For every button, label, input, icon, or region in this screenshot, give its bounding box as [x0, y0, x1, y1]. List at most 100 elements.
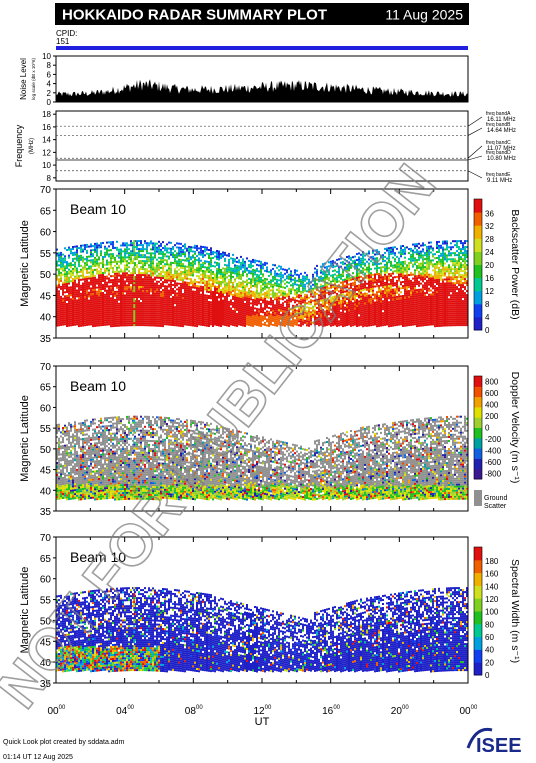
lat-ylabel: Magnetic Latitude: [19, 395, 31, 482]
lat-tick-label: 70: [40, 362, 52, 373]
colorbar-segment: [474, 611, 482, 625]
colorbar-segment: [474, 623, 482, 638]
colorbar-tick-label: 12: [485, 287, 494, 296]
noise-ylabel-unit: log scale (dB x 10^6): [31, 58, 36, 100]
lat-tick-label: 65: [40, 383, 52, 394]
x-axis-label: UT: [255, 716, 270, 728]
lat-tick-label: 60: [40, 403, 52, 414]
colorbar-label: Spectral Width (m s⁻¹): [509, 559, 521, 663]
cpid-value: 151: [56, 37, 70, 46]
beam-label: Beam 10: [70, 201, 126, 217]
freq-band-value: 9.11 MHz: [487, 178, 512, 184]
colorbar-segment: [474, 448, 482, 459]
freq-band-leader: [467, 170, 483, 179]
colorbar-tick-label: -600: [485, 458, 502, 467]
noise-tick-label: 10: [42, 52, 51, 61]
freq-frame: [55, 110, 469, 182]
lat-tick-label: 40: [40, 486, 52, 497]
freq-tick-label: 8: [47, 174, 52, 183]
colorbar-segment: [474, 572, 482, 586]
colorbar-tick-label: 60: [485, 633, 494, 642]
freq-ylabel-unit: (MHz): [29, 138, 35, 154]
colorbar-tick-label: 0: [485, 671, 490, 680]
lat-tick-label: 45: [40, 637, 52, 648]
lat-ylabel: Magnetic Latitude: [19, 220, 31, 307]
colorbar-tick-label: 180: [485, 557, 499, 566]
noise-tick-label: 0: [47, 98, 52, 107]
colorbar-tick-label: 400: [485, 401, 499, 410]
colorbar-tick-label: 24: [485, 248, 494, 257]
logo-text: ISEE: [476, 735, 522, 757]
lat-tick-label: 40: [40, 658, 52, 669]
x-tick-sup: 00: [196, 705, 203, 711]
freq-band-label: freq bandE: [486, 172, 511, 178]
x-tick-label: 20: [391, 706, 403, 717]
colorbar-tick-label: 20: [485, 261, 494, 270]
colorbar-tick-label: -200: [485, 435, 502, 444]
lat-tick-label: 70: [40, 533, 52, 544]
velocity-panel: 35 40 45 50 55 60 65 70 Magnetic Latitude Beam 10…: [19, 362, 521, 518]
lat-tick-label: 55: [40, 424, 52, 435]
lat-tick-label: 70: [40, 185, 52, 196]
colorbar-segment: [474, 251, 482, 265]
freq-band-value: 16.11 MHz: [487, 117, 516, 123]
colorbar-segment: [474, 199, 482, 213]
colorbar-tick-label: 36: [485, 209, 494, 218]
x-tick-sup: 00: [265, 705, 272, 711]
colorbar-segment: [474, 598, 482, 612]
lat-tick-label: 50: [40, 445, 52, 456]
lat-tick-label: 35: [40, 334, 52, 345]
noise-tick-label: 6: [47, 70, 52, 79]
cpid-label: CPID:: [56, 29, 77, 38]
colorbar-tick-label: 200: [485, 412, 499, 421]
lat-tick-label: 35: [40, 679, 52, 690]
freq-band-leader: [467, 145, 483, 159]
colorbar-segment: [474, 458, 482, 470]
colorbar-tick-label: 20: [485, 658, 494, 667]
colorbar-tick-label: 800: [485, 378, 499, 387]
colorbar-segment: [474, 662, 482, 676]
isee-logo: ISEE: [466, 727, 522, 757]
colorbar-segment: [474, 547, 482, 561]
colorbar-label: Backscatter Power (dB): [509, 209, 521, 319]
heatmap-cells: [56, 587, 468, 673]
heatmap-cells: [56, 415, 468, 501]
freq-band-leader: [467, 155, 483, 161]
colorbar-tick-label: 160: [485, 570, 499, 579]
beam-label: Beam 10: [70, 378, 126, 394]
colorbar-segment: [474, 238, 482, 252]
freq-band-label: freq bandD: [486, 150, 511, 156]
colorbar-tick-label: 4: [485, 313, 490, 322]
colorbar-segment: [474, 396, 482, 408]
freq-tick-label: 16: [42, 123, 51, 132]
colorbar-segment: [474, 427, 482, 439]
lat-tick-label: 60: [40, 228, 52, 239]
x-tick-label: 16: [322, 706, 334, 717]
lat-tick-label: 45: [40, 466, 52, 477]
colorbar-tick-label: 100: [485, 608, 499, 617]
colorbar-segment: [474, 636, 482, 650]
lat-tick-label: 50: [40, 270, 52, 281]
freq-ylabel: Frequency: [14, 124, 24, 167]
colorbar-segment: [474, 290, 482, 305]
x-tick-label: 12: [253, 706, 265, 717]
lat-tick-label: 40: [40, 313, 52, 324]
date: 11 Aug 2025: [385, 7, 463, 23]
lat-tick-label: 65: [40, 206, 52, 217]
colorbar-segment: [474, 376, 482, 387]
heatmap-cells: [56, 240, 468, 328]
noise-tick-label: 4: [47, 80, 52, 89]
x-tick-sup: 00: [127, 705, 134, 711]
colorbar: 800 600 400 200 0 -200 -400 -600 -800 Doppler Vel…: [473, 372, 521, 510]
colorbar-tick-label: 0: [485, 424, 490, 433]
lat-ylabel: Magnetic Latitude: [19, 567, 31, 654]
freq-tick-label: 18: [42, 110, 51, 119]
x-tick-sup: 00: [333, 705, 340, 711]
freq-band-leader: [467, 116, 483, 127]
freq-tick-label: 10: [42, 161, 51, 170]
colorbar-segment: [474, 225, 482, 239]
colorbar-segment: [474, 649, 482, 663]
colorbar-segment: [474, 212, 482, 226]
